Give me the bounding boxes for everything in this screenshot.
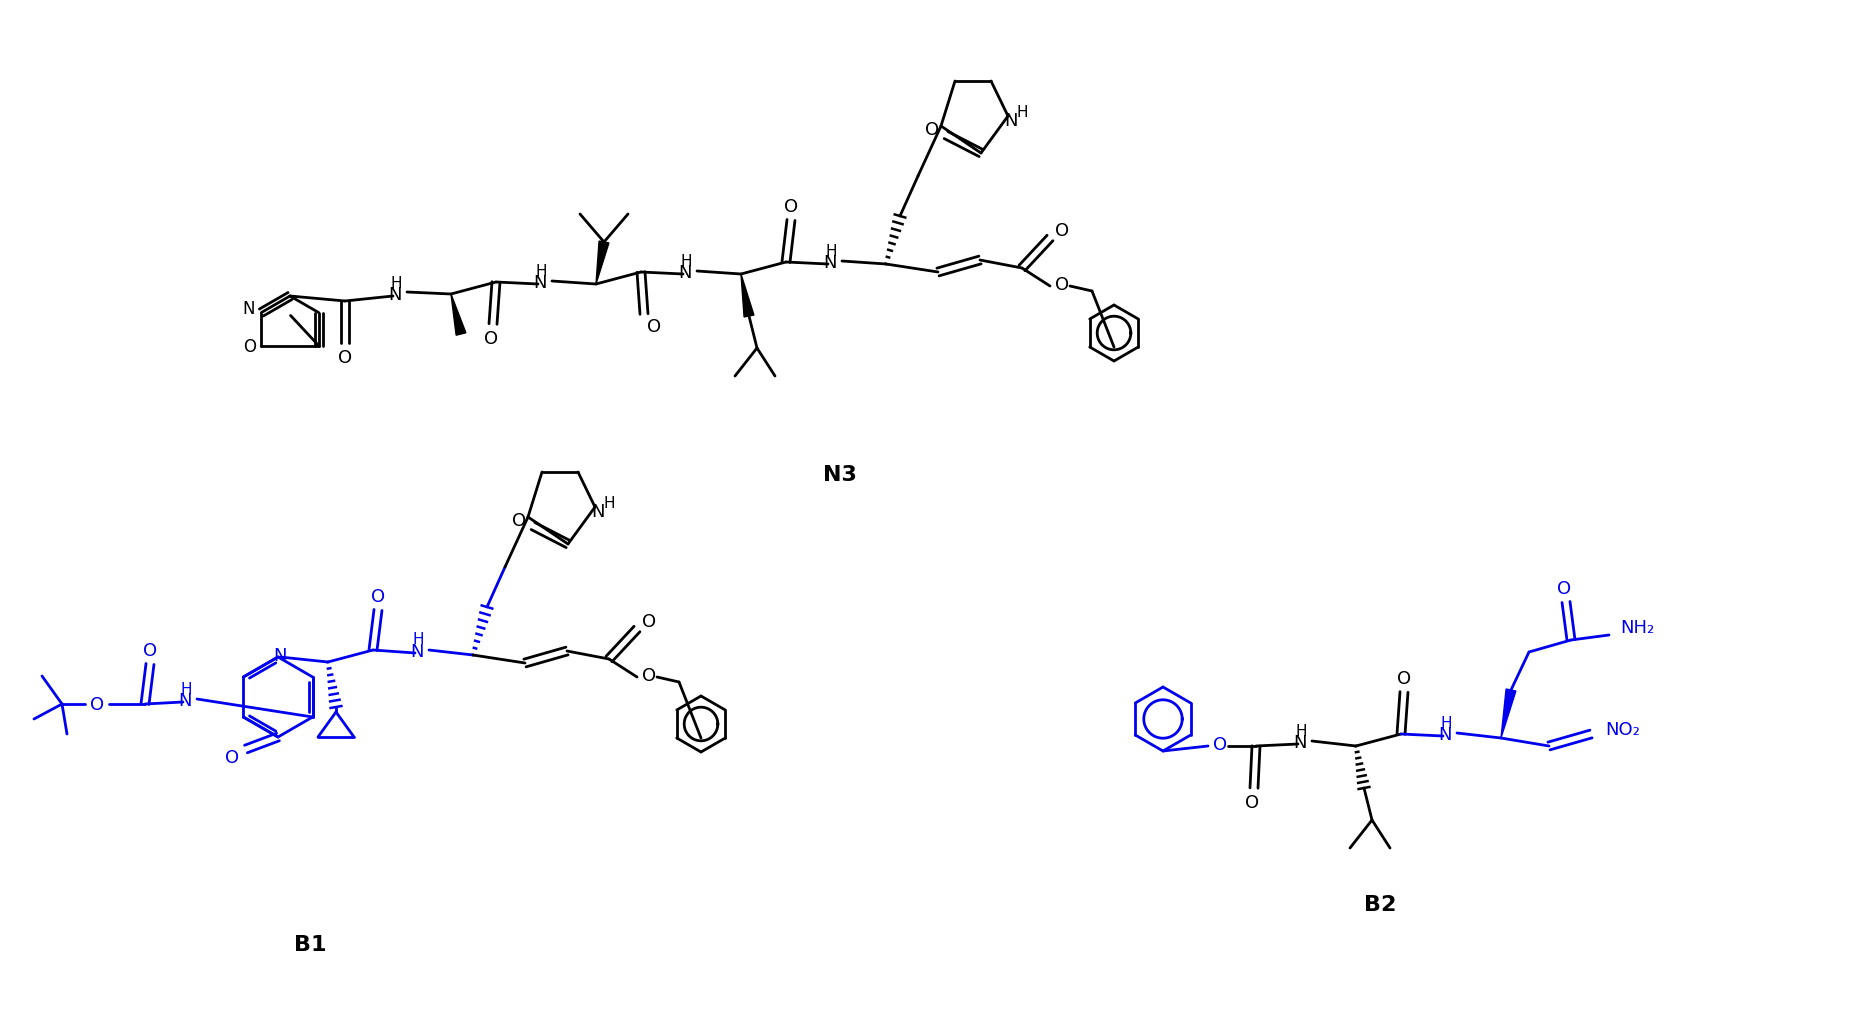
- Text: N: N: [1438, 726, 1452, 743]
- Text: N: N: [592, 502, 605, 521]
- Text: H: H: [603, 495, 614, 510]
- Text: B1: B1: [293, 934, 326, 954]
- Text: O: O: [1055, 276, 1068, 293]
- Text: O: O: [224, 748, 239, 766]
- Text: NO₂: NO₂: [1606, 720, 1640, 739]
- Text: N: N: [410, 642, 423, 660]
- Text: H: H: [412, 632, 423, 647]
- Text: N3: N3: [824, 465, 857, 484]
- Text: N: N: [243, 300, 254, 317]
- Text: O: O: [1556, 580, 1571, 597]
- Text: O: O: [642, 666, 657, 685]
- Text: N: N: [1004, 112, 1018, 129]
- Text: O: O: [1397, 669, 1412, 688]
- Text: H: H: [681, 254, 692, 268]
- Text: O: O: [642, 612, 657, 631]
- Text: O: O: [143, 641, 158, 659]
- Text: O: O: [1055, 222, 1068, 239]
- Text: O: O: [371, 587, 386, 605]
- Polygon shape: [451, 294, 466, 336]
- Text: B2: B2: [1363, 894, 1397, 914]
- Text: H: H: [825, 244, 837, 258]
- Text: O: O: [1213, 736, 1226, 753]
- Text: O: O: [926, 121, 939, 139]
- Text: N: N: [178, 691, 191, 709]
- Text: O: O: [89, 695, 104, 713]
- Text: H: H: [1439, 714, 1452, 730]
- Text: O: O: [512, 512, 527, 530]
- Text: O: O: [484, 330, 497, 347]
- Text: NH₂: NH₂: [1619, 619, 1655, 637]
- Text: N: N: [1293, 734, 1306, 751]
- Text: N: N: [679, 264, 692, 281]
- Text: N: N: [388, 285, 403, 304]
- Text: H: H: [536, 263, 547, 278]
- Text: O: O: [243, 337, 256, 356]
- Text: O: O: [785, 198, 798, 216]
- Text: H: H: [1017, 104, 1028, 119]
- Text: N: N: [824, 254, 837, 272]
- Text: O: O: [338, 348, 352, 367]
- Text: H: H: [390, 275, 403, 290]
- Text: O: O: [647, 318, 660, 335]
- Polygon shape: [740, 275, 753, 318]
- Polygon shape: [1501, 689, 1516, 739]
- Text: N: N: [273, 646, 288, 664]
- Text: H: H: [1295, 722, 1306, 738]
- Text: H: H: [180, 681, 191, 696]
- Text: N: N: [532, 274, 547, 291]
- Polygon shape: [595, 242, 608, 284]
- Text: O: O: [1245, 793, 1260, 811]
